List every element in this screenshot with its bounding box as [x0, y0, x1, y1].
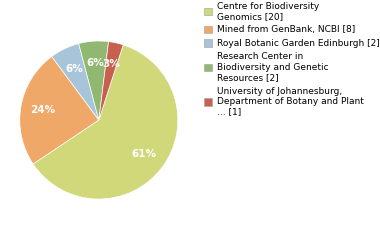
Wedge shape — [33, 45, 178, 199]
Text: 61%: 61% — [132, 149, 157, 159]
Wedge shape — [52, 43, 99, 120]
Text: 24%: 24% — [30, 105, 55, 115]
Text: 6%: 6% — [86, 58, 104, 68]
Legend: Centre for Biodiversity
Genomics [20], Mined from GenBank, NCBI [8], Royal Botan: Centre for Biodiversity Genomics [20], M… — [202, 0, 380, 118]
Text: 6%: 6% — [65, 64, 83, 74]
Text: 3%: 3% — [102, 60, 120, 69]
Wedge shape — [20, 56, 99, 164]
Wedge shape — [79, 41, 109, 120]
Wedge shape — [99, 42, 123, 120]
